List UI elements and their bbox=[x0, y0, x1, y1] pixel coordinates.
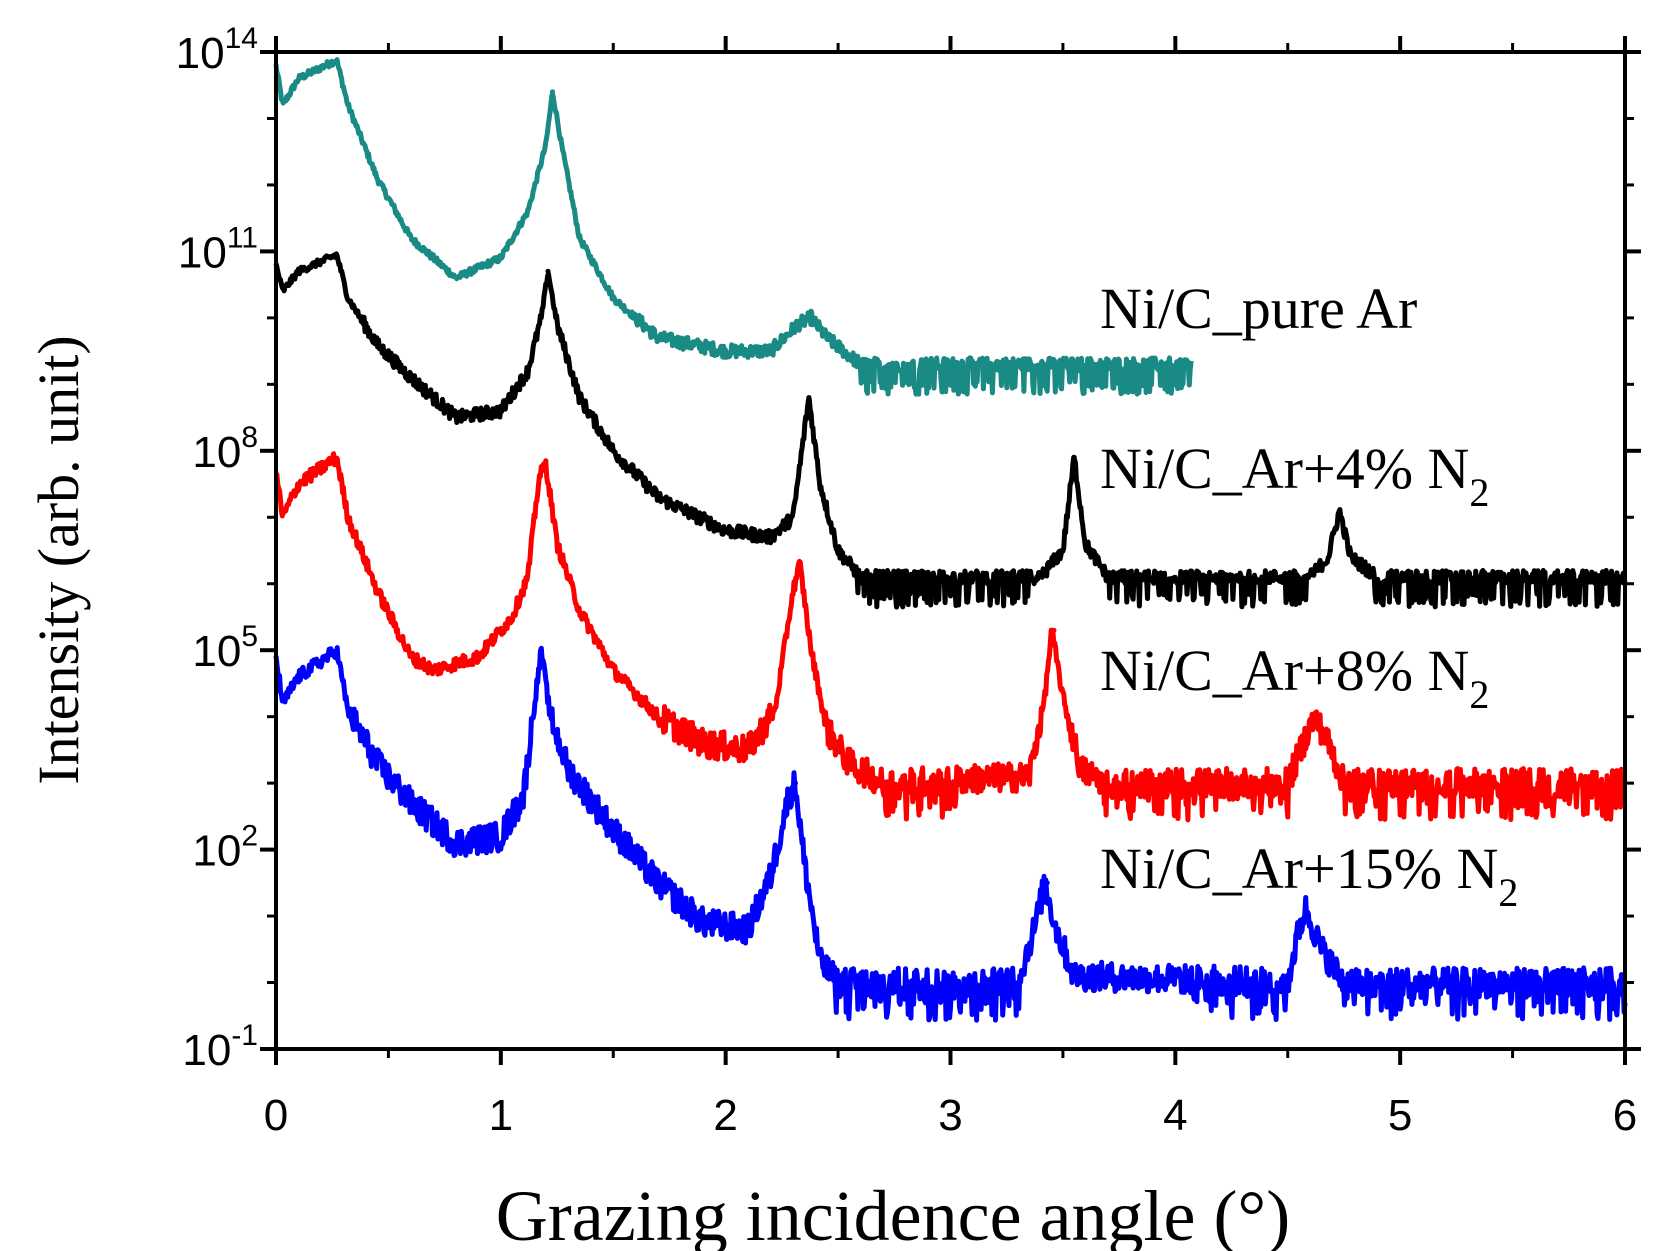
series-line-pure-ar bbox=[273, 57, 1194, 397]
peak-point-ar-4-n2-1 bbox=[545, 268, 551, 274]
x-axis-title: Grazing incidence angle (°) bbox=[496, 1176, 1290, 1251]
peak-point-ar-8-n2-1 bbox=[541, 461, 547, 467]
y-axis-title: Intensity (arb. unit) bbox=[26, 335, 91, 784]
peak-point-ar-15-n2-1 bbox=[538, 647, 544, 653]
axes-layer: 0 1 2 3 4 5 6 1014 1011 108 105 102 10-1 bbox=[176, 22, 1641, 1140]
series-layer bbox=[273, 57, 1628, 1023]
series-ar-15-n2 bbox=[273, 645, 1628, 1023]
peak-point-ar-4-n2-4 bbox=[1336, 508, 1343, 514]
x-tick-label: 1 bbox=[489, 1091, 513, 1140]
x-tick-label: 5 bbox=[1388, 1091, 1412, 1140]
peak-point-ar-4-n2-2 bbox=[806, 395, 812, 401]
series-ar-8-n2 bbox=[274, 451, 1628, 823]
x-tick-label: 3 bbox=[938, 1091, 962, 1140]
series-ar-4-n2 bbox=[273, 251, 1628, 610]
x-tick-label: 4 bbox=[1163, 1091, 1187, 1140]
series-label-ar-4-n2: Ni/C_Ar+4% N2 bbox=[1100, 436, 1489, 515]
series-line-ar-15-n2 bbox=[273, 645, 1628, 1023]
y-tick-label: 108 bbox=[192, 421, 258, 477]
y-tick-label: 10-1 bbox=[182, 1019, 258, 1075]
series-line-ar-4-n2 bbox=[273, 251, 1628, 610]
x-tick-label: 2 bbox=[713, 1091, 737, 1140]
labels-layer: Ni/C_pure Ar Ni/C_Ar+4% N2 Ni/C_Ar+8% N2 Ni… bbox=[1100, 276, 1518, 915]
peak-point-ar-8-n2-4 bbox=[1312, 714, 1318, 720]
peak-point-ar-8-n2-3 bbox=[1051, 627, 1057, 633]
series-pure-ar bbox=[273, 57, 1194, 397]
y-tick-label: 1011 bbox=[178, 221, 258, 277]
series-label-ar-8-n2: Ni/C_Ar+8% N2 bbox=[1100, 638, 1489, 717]
peak-point-ar-8-n2-2 bbox=[797, 561, 803, 567]
peak-point-ar-15-n2-3 bbox=[1044, 880, 1050, 886]
peak-point-ar-15-n2-4 bbox=[1303, 906, 1309, 913]
x-tick-label: 6 bbox=[1613, 1091, 1637, 1140]
y-tick-label: 1014 bbox=[176, 22, 258, 78]
peak-point-pure-ar-2 bbox=[808, 308, 814, 314]
y-tick-label: 105 bbox=[192, 620, 258, 676]
peak-point-pure-ar-1 bbox=[549, 89, 556, 95]
series-label-ar-15-n2: Ni/C_Ar+15% N2 bbox=[1100, 836, 1518, 915]
peak-point-ar-4-n2-3 bbox=[1071, 454, 1077, 460]
x-tick-label: 0 bbox=[264, 1091, 288, 1140]
series-line-ar-8-n2 bbox=[274, 451, 1628, 823]
y-tick-label: 102 bbox=[192, 820, 258, 876]
peak-point-ar-15-n2-2 bbox=[792, 780, 799, 786]
series-label-pure-ar: Ni/C_pure Ar bbox=[1100, 276, 1417, 341]
